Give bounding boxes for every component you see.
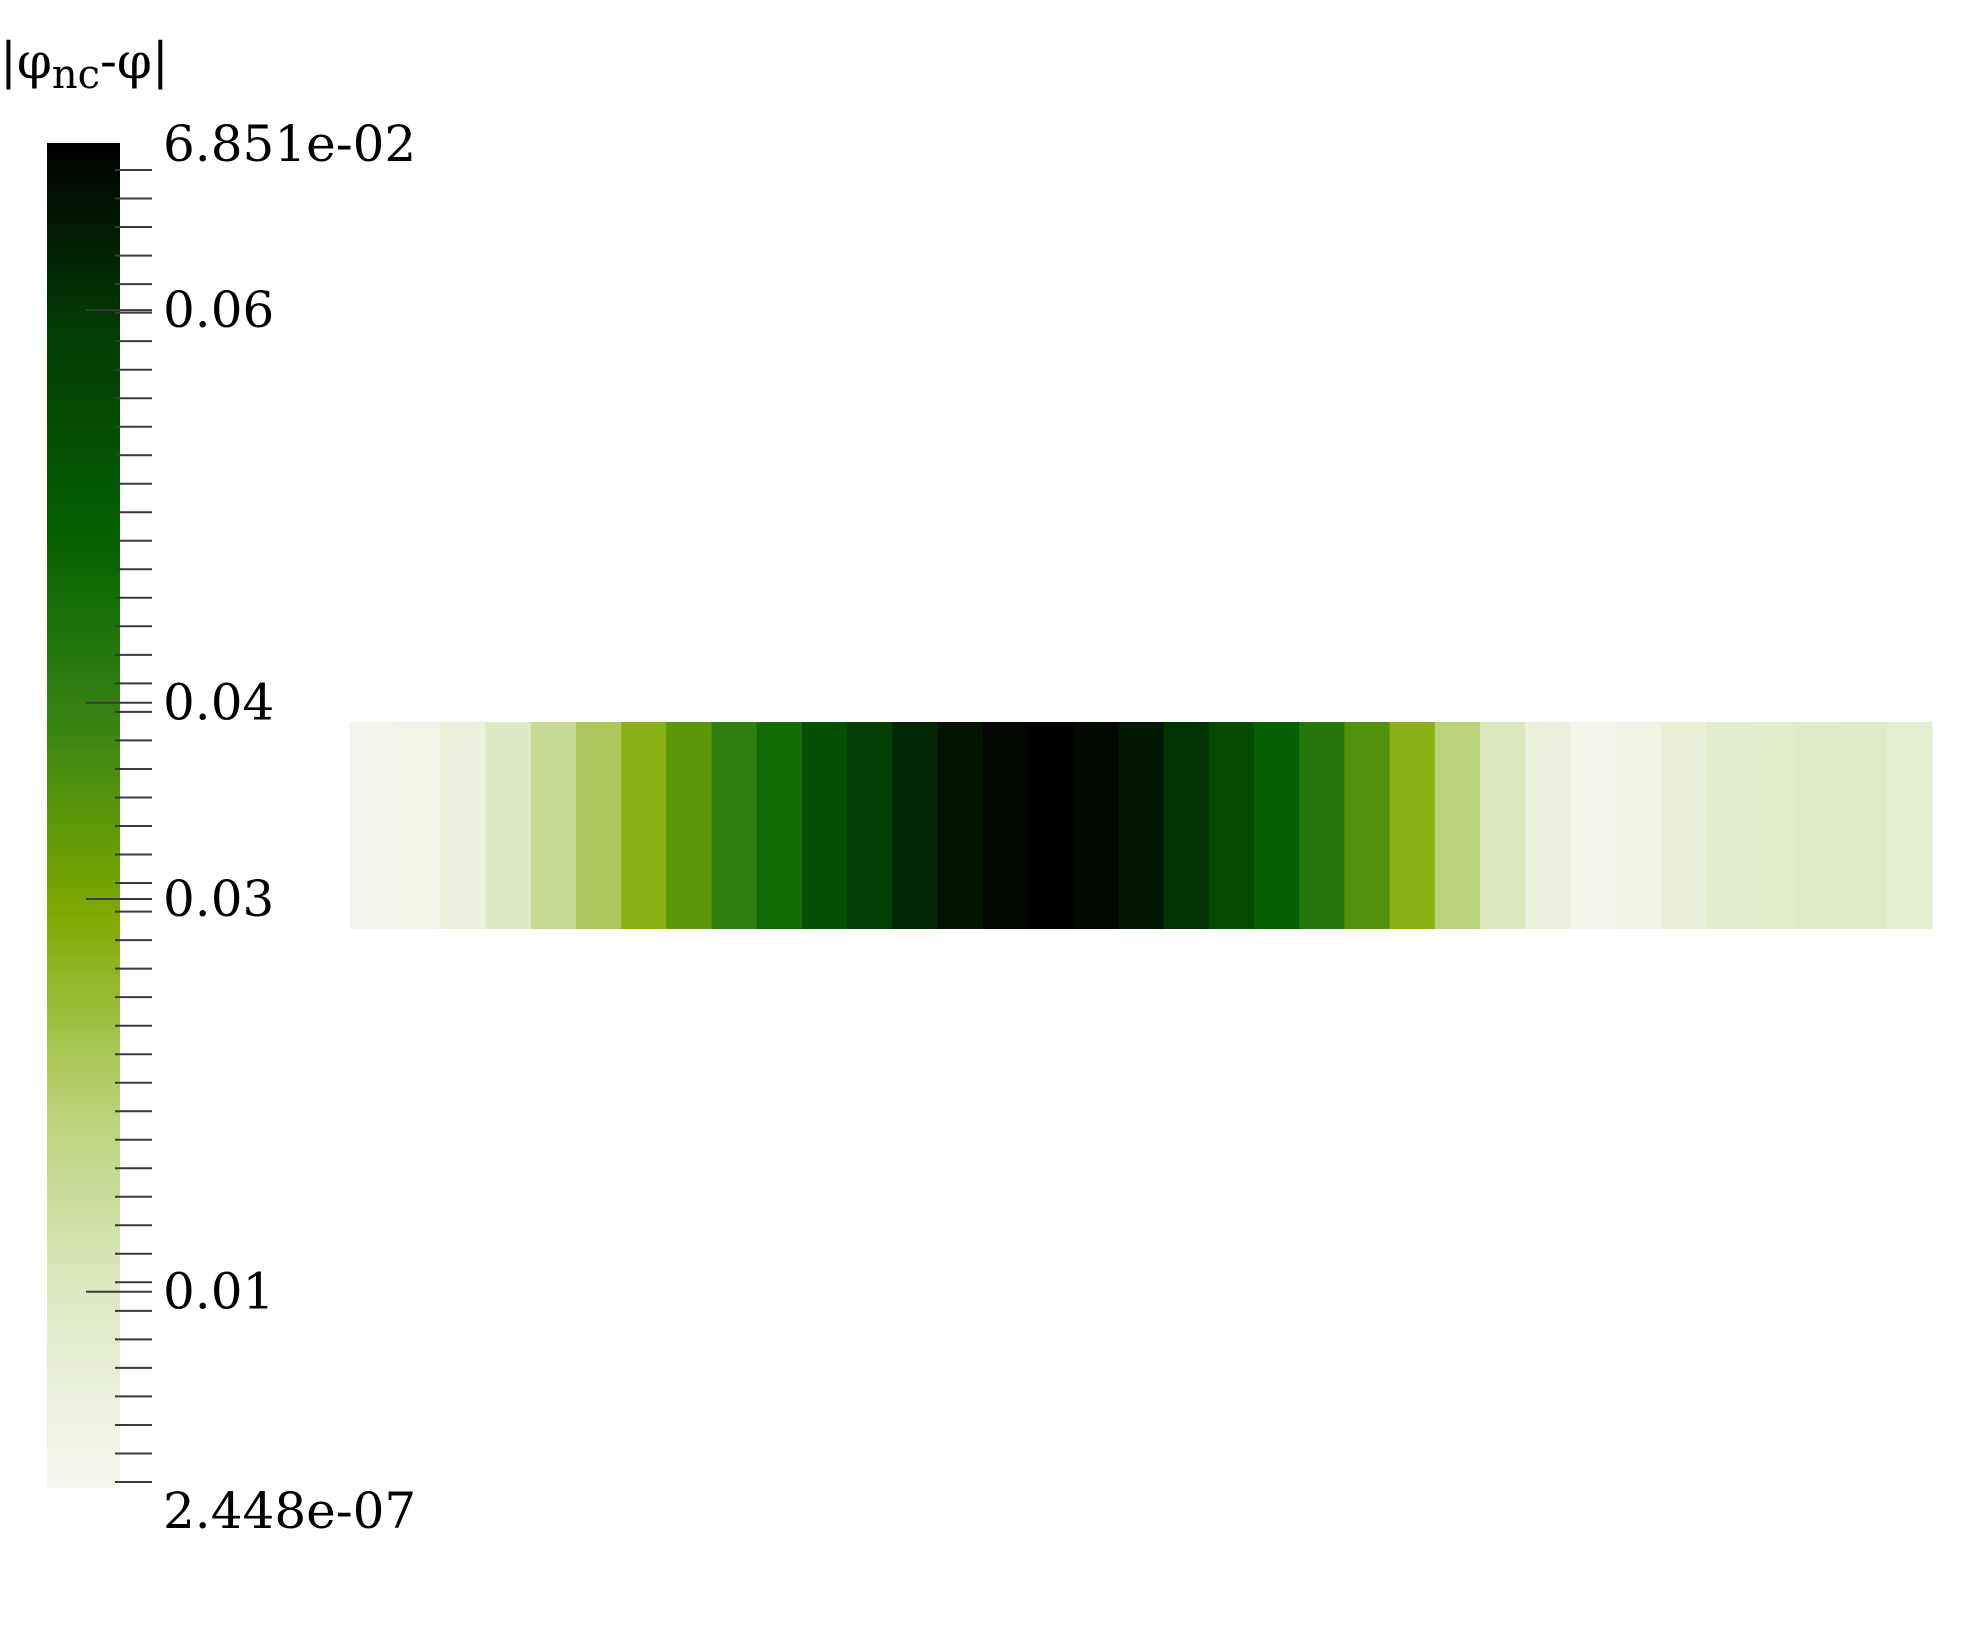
colorbar-max-label: 6.851e-02 [163, 115, 416, 173]
heatmap-cell [1841, 722, 1888, 929]
heatmap-cell [440, 722, 487, 929]
heatmap-cell [937, 722, 984, 929]
colorbar-tick-label: 0.06 [163, 281, 274, 339]
heatmap-cell [892, 722, 939, 929]
heatmap-cell [666, 722, 713, 929]
heatmap-cell [711, 722, 758, 929]
legend-title-suffix: -φ| [100, 32, 169, 90]
heatmap-cell [1570, 722, 1617, 929]
heatmap-cell [1389, 722, 1436, 929]
heatmap-cell [802, 722, 848, 929]
heatmap-cell [576, 722, 622, 929]
heatmap-cell [1706, 722, 1752, 929]
heatmap-cell [1028, 722, 1074, 929]
colorbar [47, 143, 120, 1488]
heatmap-cell [756, 722, 803, 929]
heatmap-cell [1118, 722, 1165, 929]
heatmap-cell [530, 722, 577, 929]
heatmap-cell [1073, 722, 1119, 929]
colorbar-minor-ticks [115, 169, 152, 1483]
heatmap-cell [485, 722, 532, 929]
heatmap-cell [1480, 722, 1526, 929]
heatmap-cell [395, 722, 441, 929]
heatmap-cell [1886, 722, 1933, 929]
colorbar-tick-label: 0.04 [163, 674, 274, 732]
heatmap-cell [1660, 722, 1707, 929]
legend-title-prefix: |φ [0, 32, 52, 90]
colorbar-min-label: 2.448e-07 [163, 1482, 416, 1540]
colorbar-tick-label: 0.03 [163, 870, 274, 928]
heatmap-cell [1615, 722, 1662, 929]
heatmap-cell [1434, 722, 1481, 929]
heatmap-cell [1299, 722, 1345, 929]
color-legend: |φnc-φ| 0.06 0.04 0.03 0.01 6.851e-02 2.448… [0, 32, 416, 1540]
legend-title-subscript: nc [52, 52, 100, 98]
heatmap-cell [621, 722, 667, 929]
heatmap-cell [1163, 722, 1210, 929]
heatmap-cell [982, 722, 1029, 929]
heatmap-strip [350, 722, 1933, 929]
heatmap-cell [1796, 722, 1843, 929]
heatmap-cell [350, 722, 396, 929]
heatmap-cell [1254, 722, 1300, 929]
heatmap-cell [1525, 722, 1571, 929]
colorbar-tick-label: 0.01 [163, 1263, 274, 1321]
heatmap-cell [1208, 722, 1255, 929]
colorbar-major-ticks: 0.06 0.04 0.03 0.01 [86, 281, 274, 1321]
heatmap-cell [1751, 722, 1797, 929]
heatmap-cell [1344, 722, 1391, 929]
heatmap-cell [847, 722, 893, 929]
legend-title: |φnc-φ| [0, 32, 169, 98]
